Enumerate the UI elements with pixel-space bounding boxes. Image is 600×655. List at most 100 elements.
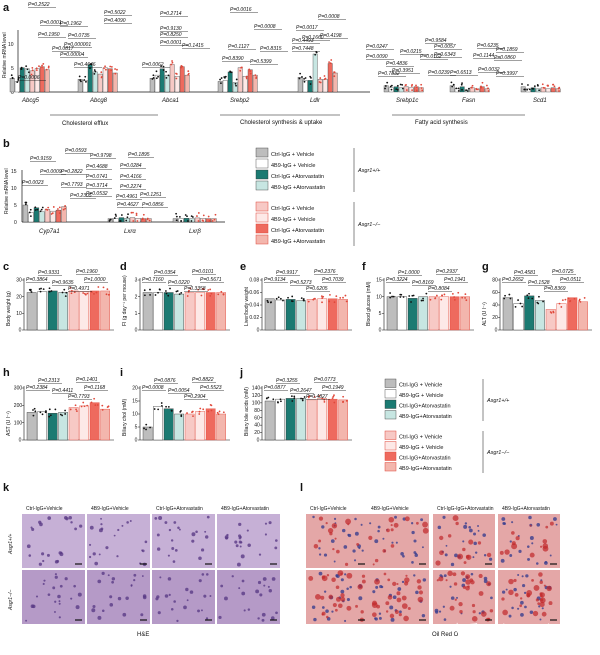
- lipid-droplet: [371, 612, 377, 618]
- nucleus: [111, 580, 114, 584]
- nucleus: [389, 605, 394, 610]
- nucleus: [109, 603, 114, 607]
- nucleus: [205, 617, 209, 620]
- panel-h-datapoint: [48, 415, 51, 418]
- nucleus: [144, 540, 148, 544]
- panel-h-datapoint: [48, 408, 51, 411]
- panel-j-datapoint: [291, 400, 294, 402]
- panel-b-bar: [28, 212, 34, 223]
- panel-h-datapoint: [49, 414, 52, 417]
- panel-a-datapoint: [93, 72, 96, 75]
- panel-a-pvalue: P=0.0008: [254, 24, 276, 30]
- nucleus: [197, 609, 200, 613]
- panel-a-pvalue: P=0.8250: [160, 32, 182, 38]
- panel-b-datapoint: [64, 204, 67, 207]
- lipid-droplet: [514, 592, 519, 597]
- nucleus: [344, 619, 347, 623]
- lipid-droplet: [529, 524, 532, 527]
- nucleus: [400, 552, 404, 556]
- nucleus: [434, 608, 439, 613]
- panel-b-bar: [211, 218, 217, 223]
- panel-a-datapoint: [299, 72, 302, 75]
- panel-i-ytick: 10: [132, 412, 138, 418]
- panel-letter-e: e: [240, 261, 246, 273]
- panel-a-datapoint: [384, 85, 387, 87]
- panel-a-datapoint: [301, 76, 303, 78]
- panel-b-datapoint: [125, 219, 128, 222]
- panel-b-bar: [39, 211, 45, 223]
- nucleus: [206, 515, 210, 519]
- lipid-droplet: [376, 604, 381, 609]
- he-tile: [217, 570, 280, 624]
- panel-d-datapoint: [167, 294, 170, 297]
- nucleus: [469, 528, 473, 533]
- nucleus: [372, 590, 376, 594]
- panel-i-bar: [184, 413, 195, 441]
- panel-a-datapoint: [116, 68, 118, 71]
- panel-a-datapoint: [110, 69, 113, 72]
- lipid-droplet: [471, 603, 476, 608]
- lipid-droplet: [360, 610, 364, 614]
- panel-b-pvalue: P=0.7793: [61, 182, 83, 188]
- panel-a-bar: [222, 80, 228, 93]
- lipid-droplet: [502, 609, 508, 616]
- panel-d-datapoint: [143, 294, 146, 297]
- panel-e-datapoint: [302, 298, 305, 300]
- panel-e-datapoint: [342, 296, 344, 299]
- panel-a-datapoint: [324, 77, 327, 80]
- lipid-droplet: [387, 578, 391, 582]
- nucleus: [500, 558, 505, 563]
- panel-a-pvalue: P=0.4836: [386, 61, 408, 67]
- panel-a-datapoint: [100, 76, 103, 79]
- panel-d-bar: [174, 293, 185, 331]
- panel-a-pvalue: P=0.6343: [434, 52, 456, 58]
- panel-h-datapoint: [69, 408, 72, 411]
- nucleus: [454, 553, 458, 558]
- panel-g-ylabel: ALT (U l⁻¹): [482, 302, 488, 326]
- lipid-droplet: [532, 610, 539, 617]
- oro-column-label: Ctrl-IgG-IgG+Atorvastatin: [437, 506, 494, 512]
- panel-e-datapoint: [313, 297, 316, 300]
- lipid-droplet: [511, 531, 515, 535]
- panel-e-datapoint: [322, 295, 325, 298]
- panel-h-pvalue: P=0.1168: [84, 385, 105, 391]
- panel-a-datapoint: [20, 66, 23, 69]
- panel-c-datapoint: [50, 290, 53, 292]
- nucleus: [164, 521, 168, 524]
- nucleus: [117, 596, 122, 601]
- nucleus: [411, 530, 415, 535]
- panel-b-pvalue: P=0.0741: [86, 174, 108, 180]
- nucleus: [235, 544, 239, 548]
- panel-a-pvalue: P=0.7832: [378, 71, 400, 77]
- panel-f-datapoint: [434, 297, 436, 300]
- panel-g-ytick: 40: [492, 303, 498, 309]
- panel-b-datapoint: [58, 212, 61, 214]
- lipid-droplet: [539, 592, 543, 596]
- panel-g-datapoint: [558, 302, 561, 305]
- panel-c-datapoint: [61, 291, 64, 294]
- panel-a-pvalue: P=0.4198: [320, 33, 342, 39]
- panel-b-datapoint: [132, 211, 134, 214]
- panel-a-datapoint: [20, 68, 23, 70]
- nucleus: [544, 561, 548, 565]
- nucleus: [47, 593, 51, 596]
- nucleus: [490, 596, 493, 600]
- panel-g-datapoint: [550, 311, 553, 314]
- panel-j-bar: [317, 398, 328, 441]
- panel-h-datapoint: [101, 404, 104, 407]
- panel-b-datapoint: [115, 215, 117, 217]
- panel-b-bars: [22, 201, 217, 223]
- panel-g-pvalue: P=0.2652: [502, 277, 524, 283]
- lipid-droplet: [447, 534, 452, 538]
- nucleus: [501, 517, 506, 521]
- panel-d-datapoint: [217, 293, 220, 296]
- panel-c-bar: [58, 292, 69, 331]
- panel-a-bar: [174, 75, 180, 93]
- panel-a-datapoint: [245, 76, 248, 79]
- panel-a-bar: [149, 78, 155, 93]
- lipid-droplet: [452, 515, 459, 522]
- nucleus: [456, 596, 458, 599]
- panel-a-datapoint: [481, 81, 484, 84]
- nucleus: [174, 549, 178, 552]
- panel-a-datapoint: [411, 83, 414, 86]
